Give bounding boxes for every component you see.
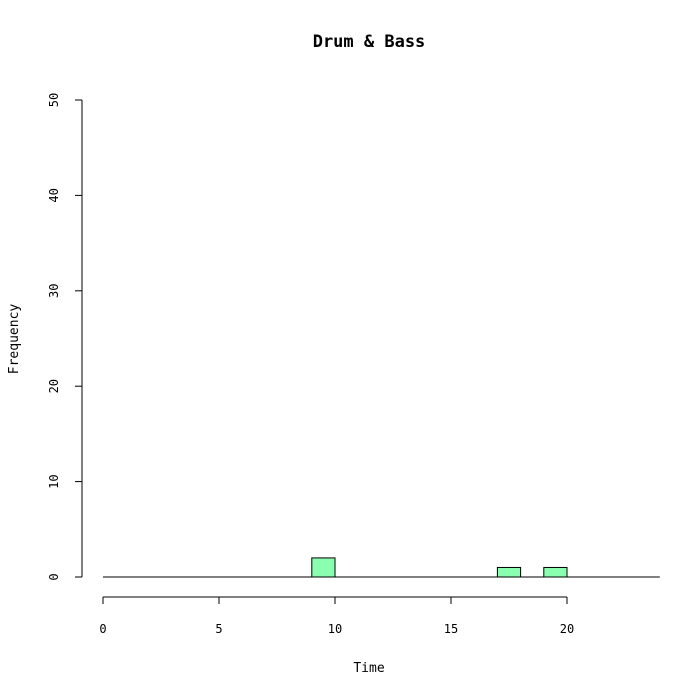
histogram-bar: [311, 557, 336, 578]
bars: [103, 557, 660, 578]
x-tick-label: 15: [444, 622, 458, 636]
y-tick-label: 40: [47, 188, 61, 202]
y-axis-label: Frequency: [7, 304, 22, 375]
histogram-bar: [496, 566, 522, 578]
x-tick-label: 10: [328, 622, 342, 636]
y-axis: 0 10 20 30 40 50: [47, 93, 83, 581]
y-tick-label: 30: [47, 284, 61, 298]
y-tick-label: 10: [47, 474, 61, 488]
x-tick-label: 5: [215, 622, 222, 636]
x-tick-label: 0: [99, 622, 106, 636]
histogram-bar: [543, 566, 568, 578]
y-tick-label: 20: [47, 379, 61, 393]
x-tick-label: 20: [560, 622, 574, 636]
chart-title: Drum & Bass: [313, 32, 426, 52]
y-tick-label: 50: [47, 93, 61, 107]
x-axis-label: Time: [353, 661, 384, 676]
y-tick-label: 0: [47, 573, 61, 580]
x-axis: 0 5 10 15 20: [99, 596, 574, 636]
